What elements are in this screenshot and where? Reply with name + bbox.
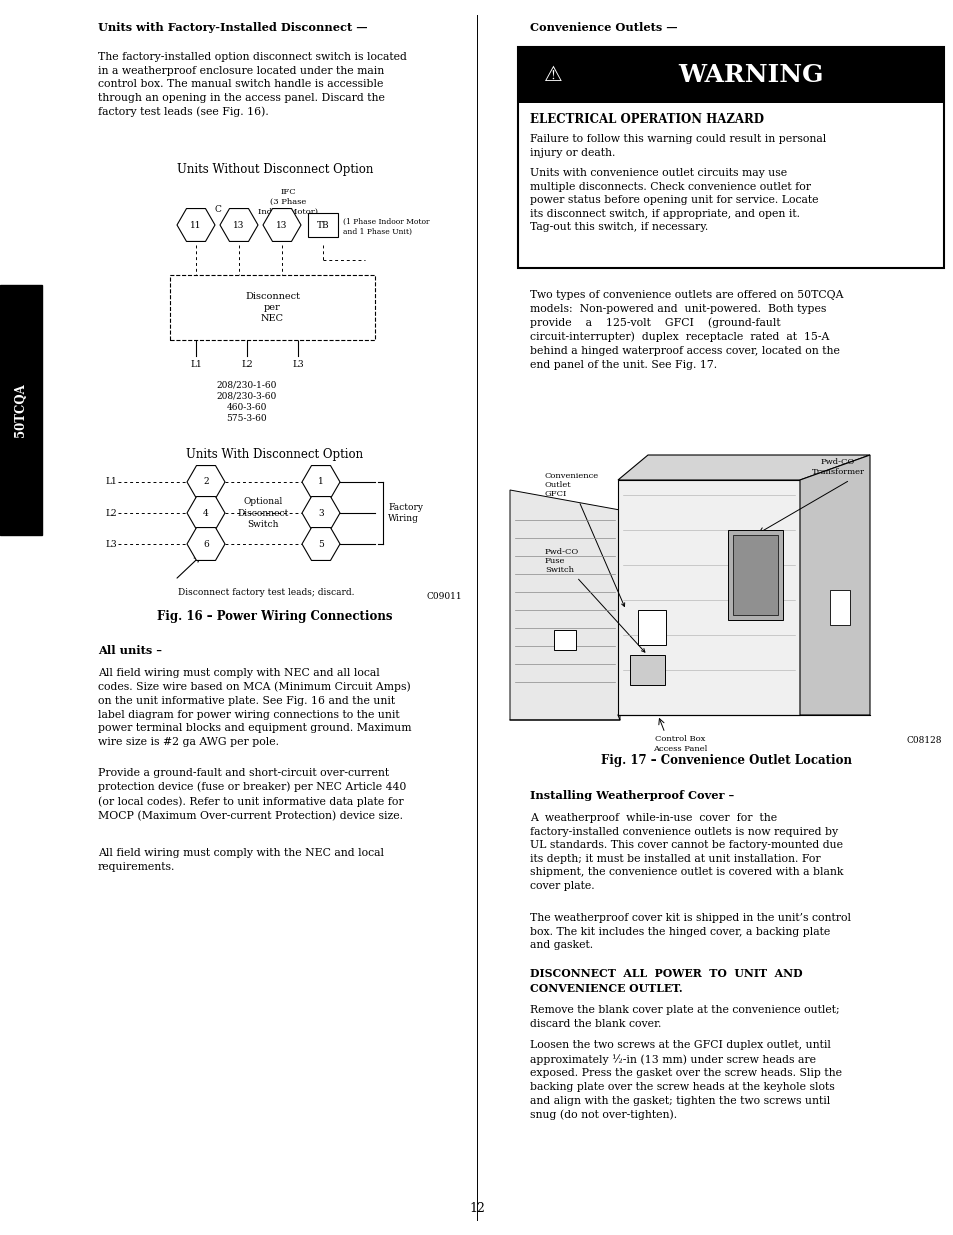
Text: Installing Weatherproof Cover –: Installing Weatherproof Cover – <box>530 790 734 802</box>
Bar <box>638 610 665 645</box>
Text: Units Without Disconnect Option: Units Without Disconnect Option <box>176 163 373 177</box>
Text: Two types of convenience outlets are offered on 50TCQA
models:  Non‑powered and : Two types of convenience outlets are off… <box>530 290 842 369</box>
Bar <box>517 47 943 268</box>
Polygon shape <box>177 209 214 242</box>
Text: ELECTRICAL OPERATION HAZARD: ELECTRICAL OPERATION HAZARD <box>530 112 763 126</box>
Bar <box>517 47 943 103</box>
Text: C08128: C08128 <box>905 736 941 745</box>
Text: Convenience Outlets —: Convenience Outlets — <box>530 22 677 33</box>
Text: L2: L2 <box>105 509 116 517</box>
Polygon shape <box>618 454 869 480</box>
Text: L2: L2 <box>241 359 253 369</box>
Text: All units –: All units – <box>98 645 162 656</box>
Text: Fig. 16 – Power Wiring Connections: Fig. 16 – Power Wiring Connections <box>157 610 393 622</box>
Polygon shape <box>220 209 257 242</box>
Polygon shape <box>618 480 800 715</box>
Text: 12: 12 <box>469 1202 484 1215</box>
Text: Units with convenience outlet circuits may use
multiple disconnects. Check conve: Units with convenience outlet circuits m… <box>530 168 818 232</box>
Bar <box>727 530 782 620</box>
Polygon shape <box>800 454 869 715</box>
Text: 2: 2 <box>203 478 209 487</box>
Text: ⚠: ⚠ <box>543 65 561 85</box>
Polygon shape <box>187 527 225 561</box>
Text: Units With Disconnect Option: Units With Disconnect Option <box>186 448 363 461</box>
Text: L1: L1 <box>190 359 202 369</box>
Text: DISCONNECT  ALL  POWER  TO  UNIT  AND
CONVENIENCE OUTLET.: DISCONNECT ALL POWER TO UNIT AND CONVENI… <box>530 968 801 994</box>
Text: 4: 4 <box>203 509 209 517</box>
Text: All field wiring must comply with NEC and all local
codes. Size wire based on MC: All field wiring must comply with NEC an… <box>98 668 411 747</box>
Text: Provide a ground‑fault and short‑circuit over‑current
protection device (fuse or: Provide a ground‑fault and short‑circuit… <box>98 768 406 821</box>
Text: Failure to follow this warning could result in personal
injury or death.: Failure to follow this warning could res… <box>530 135 825 158</box>
Text: 13: 13 <box>233 221 244 230</box>
Text: Remove the blank cover plate at the convenience outlet;
discard the blank cover.: Remove the blank cover plate at the conv… <box>530 1005 839 1029</box>
Text: L3: L3 <box>292 359 303 369</box>
Text: 208/230-1-60
208/230-3-60
460-3-60
575-3-60: 208/230-1-60 208/230-3-60 460-3-60 575-3… <box>216 380 277 424</box>
Text: Factory
Wiring: Factory Wiring <box>388 503 422 524</box>
Polygon shape <box>302 496 339 530</box>
Bar <box>308 212 337 237</box>
Text: Control Box
Access Panel: Control Box Access Panel <box>652 735 706 753</box>
Text: WARNING: WARNING <box>678 63 822 86</box>
Polygon shape <box>510 490 619 720</box>
Bar <box>732 535 778 615</box>
Text: Optional
Disconnect
Switch: Optional Disconnect Switch <box>237 498 289 529</box>
Text: Pwd-CO
Transformer: Pwd-CO Transformer <box>811 458 863 475</box>
Text: All field wiring must comply with the NEC and local
requirements.: All field wiring must comply with the NE… <box>98 848 384 872</box>
Text: The weatherproof cover kit is shipped in the unit’s control
box. The kit include: The weatherproof cover kit is shipped in… <box>530 913 850 950</box>
Text: Disconnect factory test leads; discard.: Disconnect factory test leads; discard. <box>178 588 355 597</box>
Text: Fig. 17 – Convenience Outlet Location: Fig. 17 – Convenience Outlet Location <box>601 755 852 767</box>
Text: 11: 11 <box>190 221 201 230</box>
Polygon shape <box>187 496 225 530</box>
Text: Loosen the two screws at the GFCI duplex outlet, until
approximately ½‑in (13 mm: Loosen the two screws at the GFCI duplex… <box>530 1040 841 1120</box>
Text: 5: 5 <box>317 540 324 548</box>
Polygon shape <box>302 466 339 499</box>
Bar <box>170 275 375 340</box>
Text: 1: 1 <box>317 478 323 487</box>
Bar <box>0 285 42 535</box>
Bar <box>829 590 849 625</box>
Text: L3: L3 <box>105 540 116 548</box>
Text: 6: 6 <box>203 540 209 548</box>
Text: Convenience
Outlet
GFCI: Convenience Outlet GFCI <box>544 472 624 606</box>
Text: C09011: C09011 <box>426 592 461 601</box>
Text: Units with Factory‑Installed Disconnect —: Units with Factory‑Installed Disconnect … <box>98 22 367 33</box>
Text: Disconnect
per
NEC: Disconnect per NEC <box>245 291 299 324</box>
Text: The factory‑installed option disconnect switch is located
in a weatherproof encl: The factory‑installed option disconnect … <box>98 52 406 117</box>
Text: (1 Phase Indoor Motor
and 1 Phase Unit): (1 Phase Indoor Motor and 1 Phase Unit) <box>343 219 429 236</box>
Text: A  weatherproof  while‑in‑use  cover  for  the
factory‑installed convenience out: A weatherproof while‑in‑use cover for th… <box>530 813 842 890</box>
Text: 50TCQA: 50TCQA <box>14 383 28 437</box>
Bar <box>629 655 664 685</box>
Text: 13: 13 <box>276 221 288 230</box>
Text: C: C <box>214 205 221 214</box>
Bar <box>554 630 576 650</box>
Text: Pwd-CO
Fuse
Switch: Pwd-CO Fuse Switch <box>544 548 644 652</box>
Polygon shape <box>302 527 339 561</box>
Text: L1: L1 <box>105 478 116 487</box>
Polygon shape <box>263 209 301 242</box>
Polygon shape <box>187 466 225 499</box>
Text: 3: 3 <box>318 509 323 517</box>
Text: TB: TB <box>316 221 329 230</box>
Text: IFC
(3 Phase
Indoor Motor): IFC (3 Phase Indoor Motor) <box>257 188 317 216</box>
